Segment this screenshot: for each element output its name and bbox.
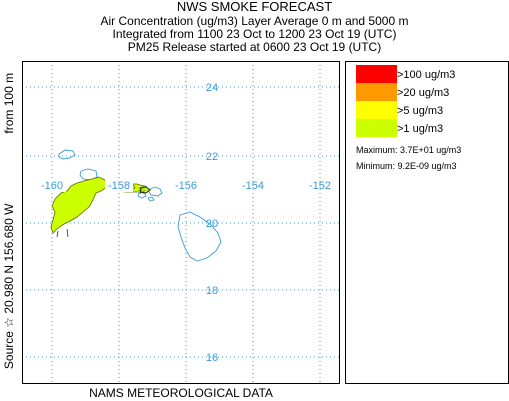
hawaii-coastline — [177, 211, 222, 262]
map-frame — [22, 61, 340, 384]
release-start: PM25 Release started at 0600 23 Oct 19 (… — [127, 40, 382, 54]
longitude-labels: -160 -158 -156 -154 -152 — [38, 178, 331, 192]
lon-label-158: -158 — [108, 180, 130, 192]
maximum-concentration: Maximum: 3.7E+01 ug/m3 — [356, 145, 462, 155]
lon-label-152: -152 — [309, 180, 331, 192]
niihau-coastline — [58, 149, 76, 160]
source-coordinates: Source ☆ 20.980 N 156.680 W — [2, 203, 16, 370]
meteorological-data-label: NAMS METEOROLOGICAL DATA — [89, 386, 273, 400]
legend-swatch-gt20 — [356, 83, 397, 101]
plume-near-source — [139, 186, 151, 194]
lon-label-154: -154 — [242, 180, 264, 192]
source-location-label: Source ☆ 20.980 N 156.680 W from 100 m — [2, 56, 16, 386]
integration-period: Integrated from 1100 23 Oct to 1200 23 O… — [112, 27, 397, 41]
legend-swatch-gt5 — [356, 101, 397, 119]
plume-gt1-west-region — [50, 176, 108, 234]
lat-label-22: 22 — [206, 151, 218, 163]
lat-label-20: 20 — [206, 218, 218, 230]
lat-label-24: 24 — [206, 82, 218, 94]
legend-label-gt20: >20 ug/m3 — [397, 87, 450, 99]
legend-label-gt1: >1 ug/m3 — [397, 123, 444, 135]
minimum-concentration: Minimum: 9.2E-09 ug/m3 — [356, 161, 457, 171]
plume-stray-edge — [56, 228, 69, 238]
legend-label-gt100: >100 ug/m3 — [397, 69, 456, 81]
lat-label-16: 16 — [206, 352, 218, 364]
maui-coastline — [147, 186, 163, 197]
chart-title: NWS SMOKE FORECAST — [176, 0, 333, 14]
legend-panel: >100 ug/m3 >20 ug/m3 >5 ug/m3 >1 ug/m3 M… — [345, 61, 509, 384]
lon-label-160: -160 — [41, 180, 63, 192]
legend-label-gt5: >5 ug/m3 — [397, 105, 444, 117]
source-star: ☆ — [138, 186, 146, 196]
lon-label-156: -156 — [175, 180, 197, 192]
legend-swatch-gt1 — [356, 119, 397, 137]
smoke-map: 24 22 20 18 16 ☆ -160 -158 -156 -154 -15… — [22, 61, 340, 384]
kahoolawe-coastline — [147, 196, 155, 202]
latitude-labels: 24 22 20 18 16 — [206, 82, 218, 364]
legend-swatch-gt100 — [356, 65, 397, 83]
concentration-description: Air Concentration (ug/m3) Layer Average … — [100, 14, 409, 28]
lat-label-18: 18 — [206, 285, 218, 297]
source-height: from 100 m — [2, 72, 16, 134]
